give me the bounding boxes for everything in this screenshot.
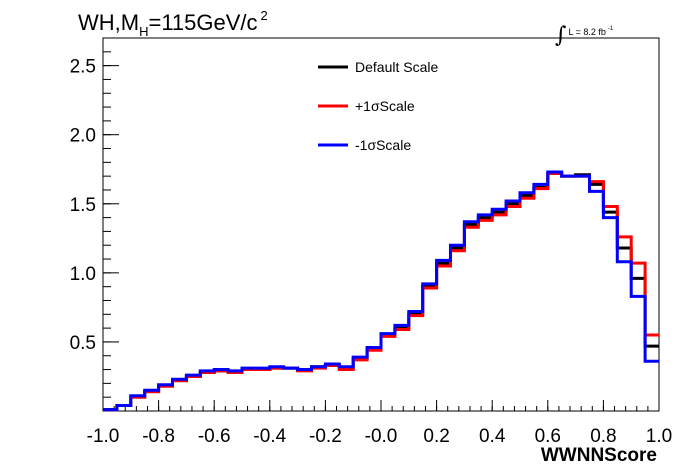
legend-label: -1σScale [355, 137, 411, 153]
y-tick-label: 1.5 [70, 195, 96, 216]
title-main: WH,M [78, 10, 140, 35]
y-tick-label: 2.0 [70, 126, 96, 147]
luminosity-text: L = 8.2 fb [568, 27, 606, 37]
luminosity-label: ∫ L = 8.2 fb -1 [555, 16, 614, 48]
legend: Default Scale +1σScale -1σScale [318, 59, 438, 153]
integral-sign: ∫ [555, 23, 567, 48]
y-tick-label: 2.5 [70, 57, 96, 78]
x-tick-label: 1.0 [646, 426, 672, 447]
axis-ticks [102, 37, 660, 411]
luminosity-superscript: -1 [607, 26, 614, 32]
x-tick-label: -0.0 [365, 426, 398, 447]
x-tick-label: -0.8 [142, 426, 175, 447]
legend-label: Default Scale [355, 59, 438, 75]
x-tick-label: 0.4 [479, 426, 506, 447]
series-layer [103, 170, 659, 412]
x-tick-label: 0.6 [535, 426, 561, 447]
legend-label: +1σScale [355, 98, 415, 114]
x-tick-label: -1.0 [87, 426, 120, 447]
x-axis-label: WWNNScore [541, 445, 657, 466]
title-subscript: H [139, 24, 149, 39]
title-superscript: 2 [260, 8, 268, 23]
y-tick-label: 1.0 [70, 264, 96, 285]
x-tick-label: -0.4 [253, 426, 286, 447]
series--1-scale [103, 170, 659, 412]
plot-frame [102, 37, 660, 412]
x-tick-label: 0.2 [423, 426, 449, 447]
plot-title: WH,MH=115GeV/c 2 [78, 8, 268, 39]
x-tick-label: -0.2 [309, 426, 342, 447]
title-value: =115GeV/c [148, 10, 258, 35]
y-tick-label: 0.5 [70, 333, 96, 354]
x-tick-label: -0.6 [198, 426, 231, 447]
tick-labels: -1.0 -0.8 -0.6 -0.4 -0.2 -0.0 0.2 0.4 0.6 0.8 1.0 0… [70, 57, 673, 447]
x-tick-label: 0.8 [590, 426, 616, 447]
